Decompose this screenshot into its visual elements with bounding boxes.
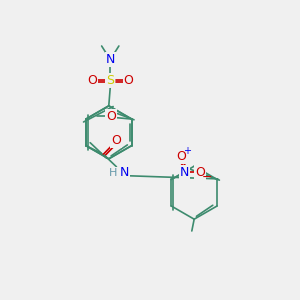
Text: O: O: [124, 74, 134, 87]
Text: H: H: [109, 168, 118, 178]
Text: O: O: [111, 134, 121, 147]
Text: O: O: [176, 150, 186, 163]
Text: N: N: [180, 166, 189, 178]
Text: N: N: [119, 166, 129, 179]
Text: O: O: [106, 110, 116, 123]
Text: +: +: [183, 146, 191, 157]
Text: S: S: [106, 74, 114, 87]
Text: O: O: [195, 166, 205, 178]
Text: N: N: [106, 53, 115, 66]
Text: O: O: [87, 74, 97, 87]
Text: −: −: [202, 171, 213, 184]
